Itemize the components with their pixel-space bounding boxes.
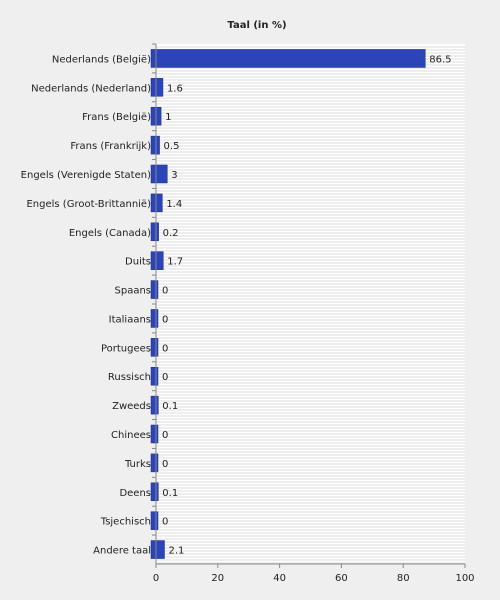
value-labels: 86.5 1.6 1 0.5 3 1.4 0.2 1.7 0 0 0 0 0.1 0 0 0.1 0 2.1 bbox=[162, 54, 452, 556]
category-label: Deens bbox=[119, 488, 151, 499]
category-label: Engels (Canada) bbox=[69, 228, 151, 239]
x-tick-label: 100 bbox=[455, 573, 474, 584]
value-label: 1.7 bbox=[167, 257, 183, 268]
bar bbox=[150, 251, 164, 270]
x-tick-label: 80 bbox=[397, 573, 410, 584]
category-label: Tsjechisch bbox=[100, 517, 151, 528]
bar bbox=[150, 309, 159, 328]
bar bbox=[150, 135, 160, 155]
x-tick-label: 40 bbox=[273, 573, 286, 584]
category-label: Zweeds bbox=[112, 401, 151, 412]
bar bbox=[150, 540, 165, 559]
value-label: 0.2 bbox=[163, 228, 179, 239]
value-label: 0.5 bbox=[164, 141, 180, 152]
value-label: 0.1 bbox=[162, 401, 178, 412]
value-label: 0 bbox=[162, 517, 168, 528]
bar bbox=[150, 49, 426, 68]
bar bbox=[150, 453, 159, 473]
category-label: Spaans bbox=[115, 286, 152, 297]
x-tick-label: 0 bbox=[153, 573, 159, 584]
value-label: 0 bbox=[162, 343, 168, 354]
category-label: Duits bbox=[125, 257, 151, 268]
category-label: Engels (Verenigde Staten) bbox=[21, 170, 151, 181]
category-label: Italiaans bbox=[109, 314, 151, 325]
bar bbox=[150, 222, 159, 242]
value-label: 0 bbox=[162, 314, 168, 325]
chart-title: Taal (in %) bbox=[227, 20, 286, 31]
category-label: Frans (België) bbox=[82, 112, 151, 123]
bar bbox=[150, 482, 159, 502]
category-label: Nederlands (België) bbox=[52, 54, 151, 65]
value-label: 0 bbox=[162, 459, 168, 470]
bar bbox=[150, 338, 159, 357]
category-label: Russisch bbox=[108, 372, 151, 383]
category-labels: Nederlands (België) Nederlands (Nederland… bbox=[21, 54, 151, 556]
bar bbox=[150, 78, 164, 97]
bar bbox=[150, 164, 168, 184]
value-label: 0.1 bbox=[162, 488, 178, 499]
value-label: 1.4 bbox=[166, 199, 182, 210]
bar bbox=[150, 395, 159, 415]
value-label: 0 bbox=[162, 372, 168, 383]
x-tick-labels: 0 20 40 60 80 100 bbox=[153, 573, 475, 584]
bar bbox=[150, 424, 159, 444]
value-label: 86.5 bbox=[429, 54, 451, 65]
category-label: Portugees bbox=[101, 343, 151, 354]
x-tick-label: 60 bbox=[335, 573, 348, 584]
category-label: Chinees bbox=[111, 430, 151, 441]
category-label: Turks bbox=[124, 459, 151, 470]
value-label: 2.1 bbox=[168, 546, 184, 557]
category-label: Andere taal bbox=[93, 546, 151, 557]
bar bbox=[150, 366, 159, 386]
value-label: 1 bbox=[165, 112, 171, 123]
bar bbox=[150, 193, 163, 213]
category-label: Nederlands (Nederland) bbox=[31, 83, 151, 94]
value-label: 0 bbox=[162, 286, 168, 297]
bars bbox=[150, 49, 426, 559]
value-label: 0 bbox=[162, 430, 168, 441]
grid-lines bbox=[156, 46, 465, 564]
bar bbox=[150, 280, 159, 299]
value-label: 1.6 bbox=[167, 83, 183, 94]
category-label: Frans (Frankrijk) bbox=[70, 141, 151, 152]
bar bbox=[150, 511, 159, 530]
x-tick-label: 20 bbox=[211, 573, 224, 584]
category-label: Engels (Groot-Brittannië) bbox=[26, 199, 151, 210]
axes bbox=[152, 43, 466, 568]
value-label: 3 bbox=[171, 170, 177, 181]
